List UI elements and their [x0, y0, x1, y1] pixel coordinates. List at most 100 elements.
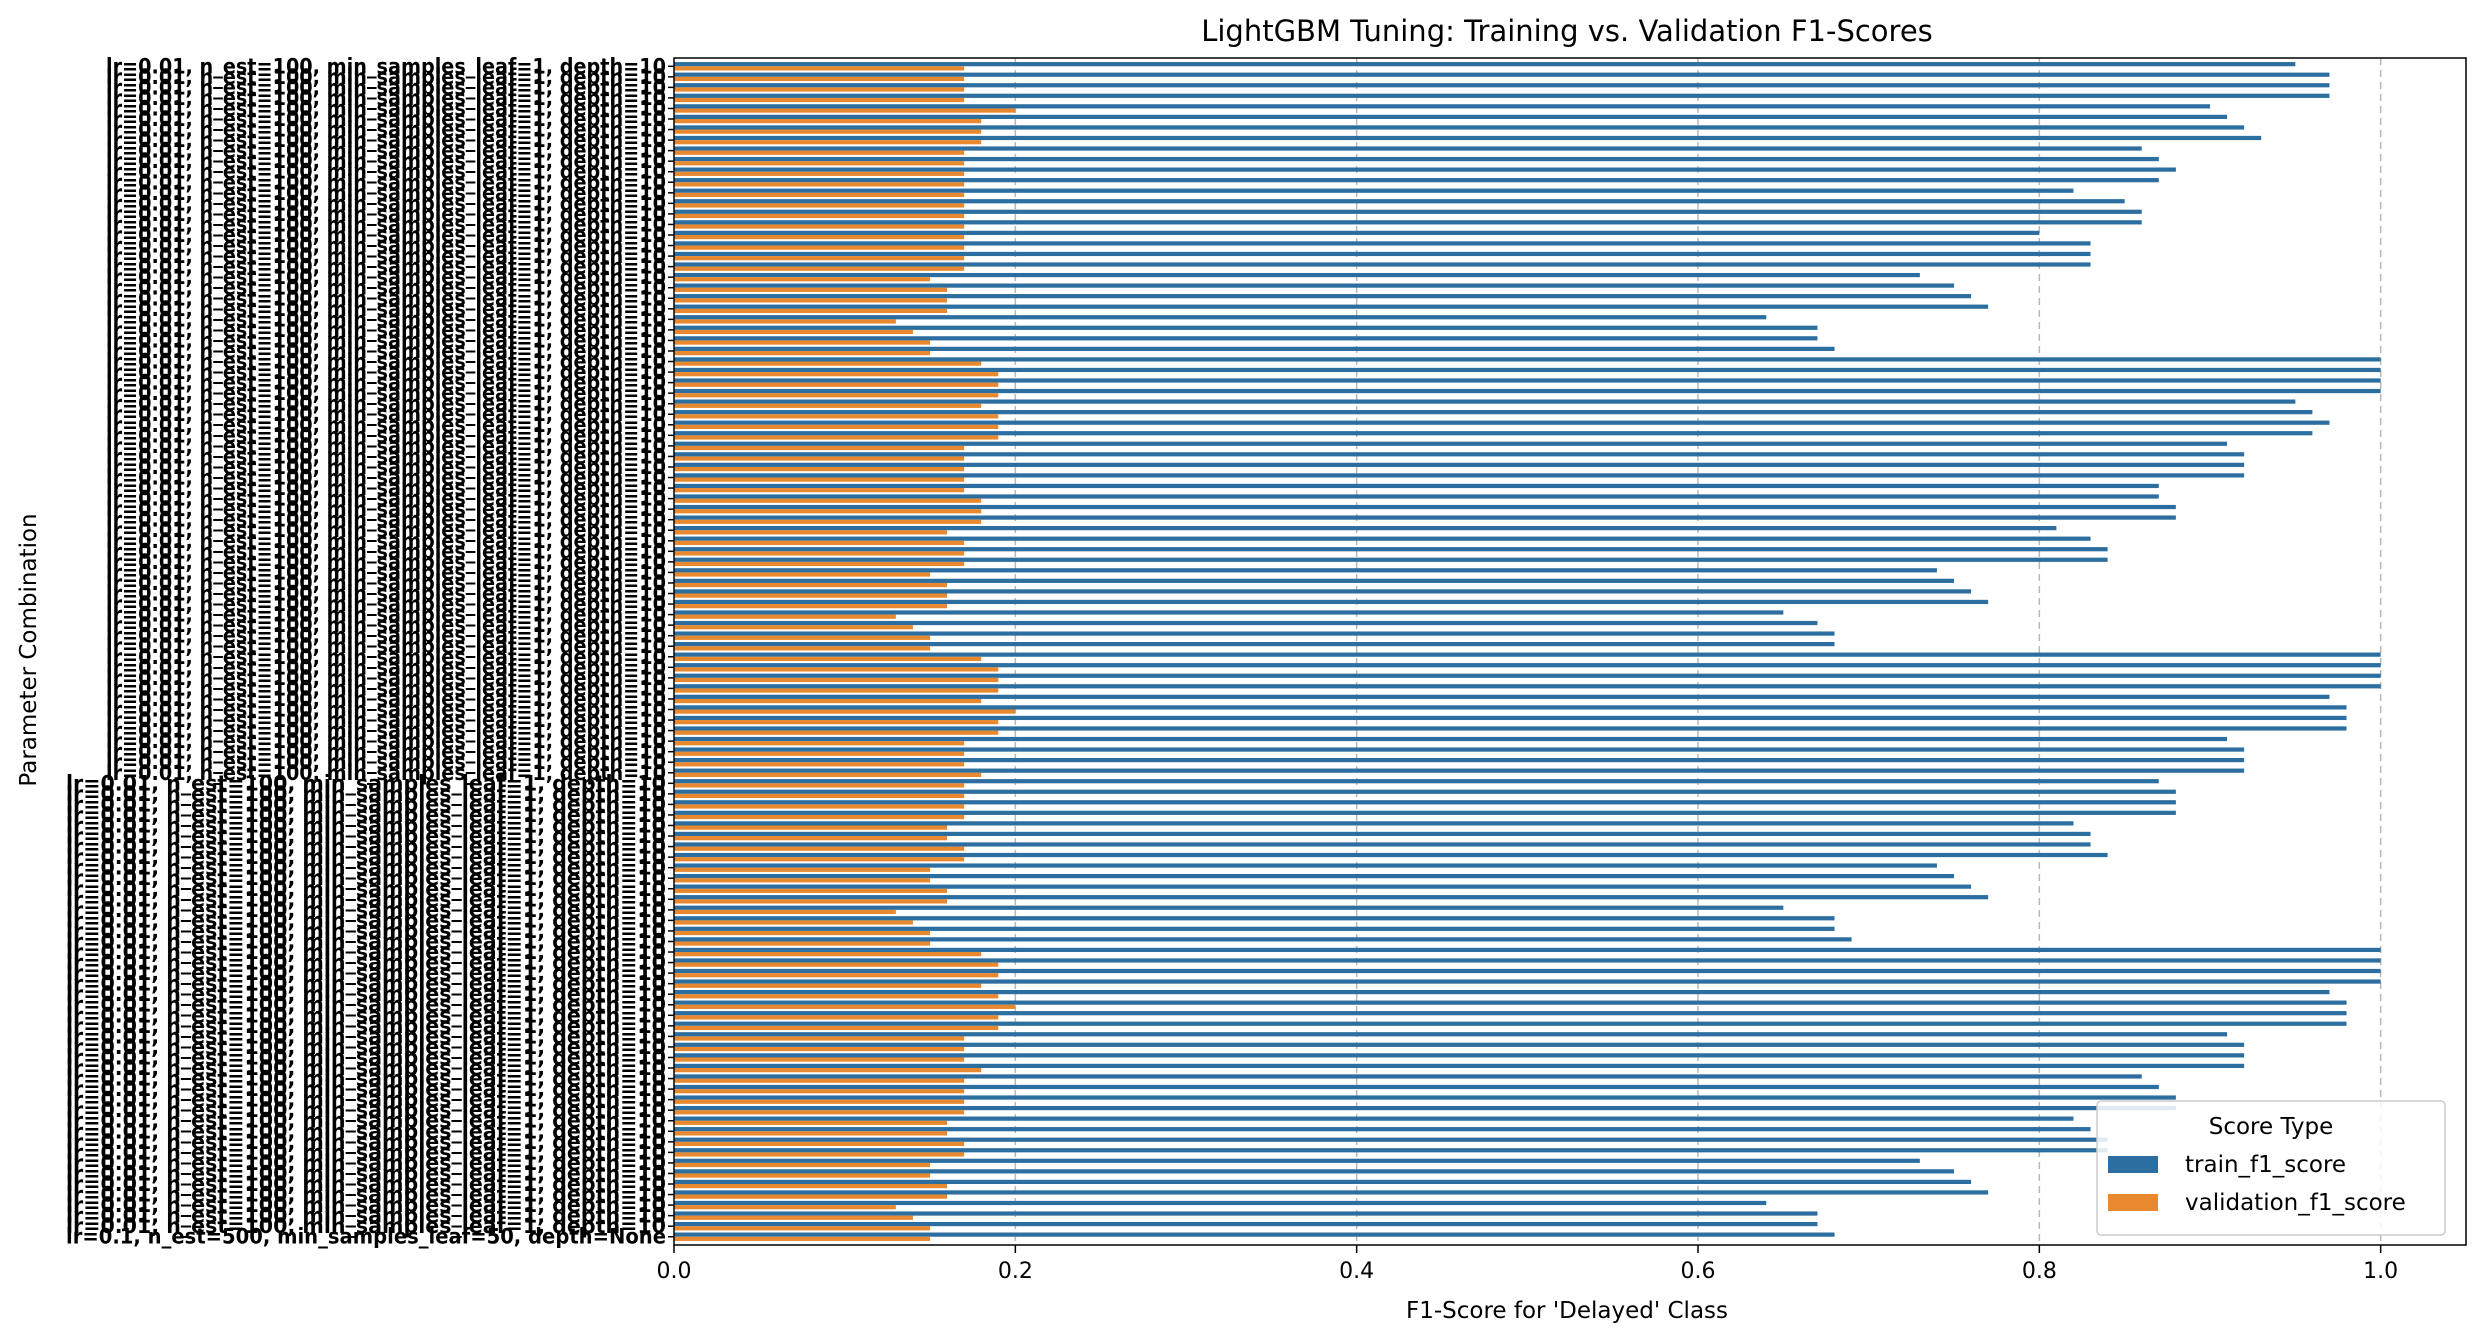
train-f1-bar: [674, 810, 2176, 815]
y-tick-label: lr=0.01, n_est=100, min_samples_leaf=1, …: [66, 887, 666, 911]
x-tick-label: 0.4: [1339, 1259, 1374, 1284]
validation-f1-bar: [674, 129, 982, 134]
validation-f1-bar: [674, 677, 999, 683]
y-tick-label: lr=0.01, n_est=100, min_samples_leaf=1, …: [106, 350, 666, 374]
validation-f1-bar: [674, 382, 999, 387]
legend-swatch-train: [2108, 1156, 2158, 1173]
validation-f1-bar: [674, 466, 965, 472]
train-f1-bar: [674, 378, 2381, 383]
train-f1-bar: [674, 1116, 2074, 1121]
y-tick-label: lr=0.01, n_est=100, min_samples_leaf=1, …: [66, 951, 666, 975]
train-f1-bar: [674, 715, 2347, 721]
y-tick-label: lr=0.01, n_est=100, min_samples_leaf=1, …: [66, 972, 666, 996]
train-f1-bar: [674, 241, 2091, 246]
y-tick-label: lr=0.01, n_est=100, min_samples_leaf=1, …: [66, 771, 666, 795]
train-f1-bar: [674, 747, 2245, 752]
train-f1-bar: [674, 631, 1835, 636]
y-tick-label: lr=0.01, n_est=100, min_samples_leaf=1, …: [106, 518, 666, 542]
y-tick-label: lr=0.01, n_est=100, min_samples_leaf=1, …: [66, 835, 666, 859]
train-f1-bar: [674, 663, 2381, 668]
y-axis-label: Parameter Combination: [16, 513, 42, 786]
train-f1-bar: [674, 188, 2074, 193]
y-tick-label: lr=0.01, n_est=100, min_samples_leaf=1, …: [66, 1067, 666, 1091]
validation-f1-bar: [674, 741, 965, 746]
validation-f1-bar: [674, 150, 965, 155]
validation-f1-bar: [674, 698, 982, 704]
train-f1-bar: [674, 705, 2347, 710]
validation-f1-bar: [674, 182, 965, 187]
y-tick-label: lr=0.01, n_est=100, min_samples_leaf=1, …: [106, 191, 666, 215]
y-tick-label: lr=0.01, n_est=100, min_samples_leaf=1, …: [66, 1003, 666, 1027]
train-f1-bar: [674, 283, 1954, 288]
validation-f1-bar: [674, 994, 999, 999]
y-tick-label: lr=0.01, n_est=100, min_samples_leaf=1, …: [106, 423, 666, 447]
train-f1-bar: [674, 1063, 2245, 1069]
train-f1-bar: [674, 620, 1818, 626]
train-f1-bar: [674, 1074, 2142, 1079]
validation-f1-bar: [674, 1099, 965, 1104]
train-f1-bar: [674, 357, 2381, 362]
y-tick-label: lr=0.01, n_est=100, min_samples_leaf=1, …: [66, 792, 666, 816]
train-f1-bar: [674, 431, 2313, 436]
validation-f1-bar: [674, 625, 913, 630]
y-tick-label: lr=0.01, n_est=100, min_samples_leaf=1, …: [66, 845, 666, 869]
y-tick-label: lr=0.01, n_est=100, min_samples_leaf=1, …: [106, 318, 666, 342]
validation-f1-bar: [674, 1173, 930, 1178]
y-tick-label: lr=0.01, n_est=100, min_samples_leaf=1, …: [66, 1077, 666, 1101]
y-tick-label: lr=0.01, n_est=100, min_samples_leaf=1, …: [106, 666, 666, 690]
y-tick-label: lr=0.01, n_est=100, min_samples_leaf=1, …: [106, 202, 666, 226]
y-tick-label: lr=0.01, n_est=100, min_samples_leaf=1, …: [106, 328, 666, 352]
train-f1-bar: [674, 410, 2313, 415]
train-f1-bar: [674, 483, 2159, 489]
y-tick-label: lr=0.01, n_est=100, min_samples_leaf=1, …: [66, 1024, 666, 1048]
validation-f1-bar: [674, 424, 999, 430]
y-tick-label: lr=0.01, n_est=100, min_samples_leaf=1, …: [106, 476, 666, 500]
validation-f1-bar: [674, 298, 948, 303]
x-tick-label: 0.6: [1681, 1259, 1716, 1284]
validation-f1-bar: [674, 1046, 965, 1052]
y-tick-label: lr=0.01, n_est=100, min_samples_leaf=1, …: [106, 592, 666, 616]
train-f1-bar: [674, 610, 1784, 615]
bar-series: [674, 62, 2381, 1241]
train-f1-bar: [674, 83, 2330, 88]
y-tick-label: lr=0.01, n_est=100, min_samples_leaf=1, …: [106, 86, 666, 110]
validation-f1-bar: [674, 118, 982, 124]
train-f1-bar: [674, 494, 2159, 499]
train-f1-bar: [674, 821, 2074, 826]
train-f1-bar: [674, 315, 1767, 320]
y-tick-label: lr=0.01, n_est=100, min_samples_leaf=1, …: [106, 529, 666, 553]
validation-f1-bar: [674, 1004, 1016, 1009]
validation-f1-bar: [674, 1089, 965, 1094]
y-tick-label: lr=0.01, n_est=100, min_samples_leaf=1, …: [106, 613, 666, 637]
validation-f1-bar: [674, 1078, 965, 1083]
validation-f1-bar: [674, 87, 965, 92]
validation-f1-bar: [674, 108, 1016, 113]
y-tick-label: lr=0.01, n_est=100, min_samples_leaf=1, …: [106, 255, 666, 279]
train-f1-bar: [674, 167, 2176, 172]
y-tick-label: lr=0.01, n_est=100, min_samples_leaf=1, …: [66, 824, 666, 848]
y-tick-label: lr=0.01, n_est=100, min_samples_leaf=1, …: [106, 761, 666, 785]
validation-f1-bar: [674, 76, 965, 82]
train-f1-bar: [674, 1021, 2347, 1026]
y-tick-label: lr=0.01, n_est=100, min_samples_leaf=1, …: [106, 96, 666, 120]
validation-f1-bar: [674, 720, 999, 725]
validation-f1-bar: [674, 635, 930, 640]
legend-swatch-validation: [2108, 1194, 2158, 1211]
validation-f1-bar: [674, 1141, 965, 1147]
validation-f1-bar: [674, 1068, 982, 1073]
validation-f1-bar: [674, 878, 930, 883]
y-tick-label: lr=0.01, n_est=100, min_samples_leaf=1, …: [66, 1172, 666, 1196]
validation-f1-bar: [674, 498, 982, 503]
validation-f1-bar: [674, 277, 930, 282]
y-tick-label: lr=0.01, n_est=100, min_samples_leaf=1, …: [106, 550, 666, 574]
train-f1-bar: [674, 1148, 2108, 1153]
y-tick-label: lr=0.01, n_est=100, min_samples_leaf=1, …: [66, 866, 666, 890]
validation-f1-bar: [674, 445, 965, 451]
train-f1-bar: [674, 262, 2091, 267]
train-f1-bar: [674, 93, 2330, 98]
train-f1-bar: [674, 673, 2381, 678]
validation-f1-bar: [674, 1215, 913, 1220]
y-tick-label: lr=0.01, n_est=100, min_samples_leaf=1, …: [106, 487, 666, 511]
x-tick-label: 1.0: [2363, 1259, 2398, 1284]
